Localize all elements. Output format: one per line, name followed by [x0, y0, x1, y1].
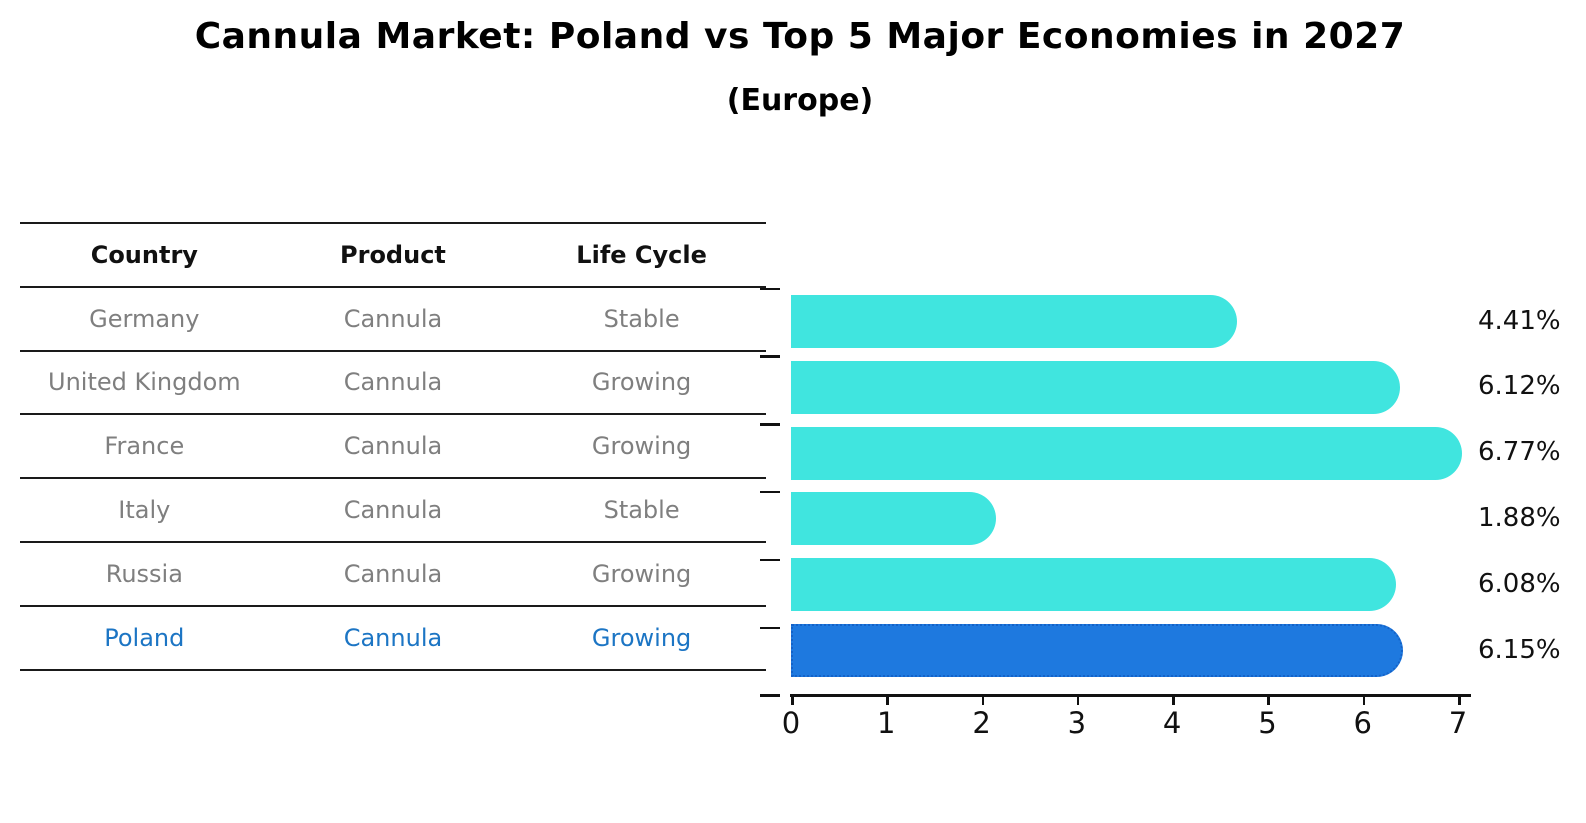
cell-life-cycle: Stable: [603, 304, 680, 333]
y-axis-tick: [760, 694, 780, 697]
value-label-germany: 4.41%: [1478, 305, 1561, 336]
cell-country: Russia: [105, 559, 183, 588]
bar-poland: [791, 624, 1403, 678]
bar-france: [791, 426, 1463, 480]
column-header-product: Product: [340, 240, 446, 269]
value-label-united-kingdom: 6.12%: [1478, 371, 1561, 402]
x-axis-tick-label: 4: [1162, 706, 1182, 740]
y-axis-tick: [760, 355, 780, 358]
y-axis-tick: [760, 490, 780, 494]
x-axis-tick: [1458, 696, 1461, 705]
x-axis-tick: [1267, 696, 1270, 705]
table-header-row: Country Product Life Cycle: [20, 224, 766, 288]
cell-life-cycle: Growing: [591, 368, 692, 397]
cell-country: France: [104, 432, 185, 461]
cell-country: Italy: [118, 496, 171, 525]
x-axis-tick: [981, 696, 985, 705]
cell-country: United Kingdom: [48, 368, 241, 397]
x-axis-tick-label: 7: [1448, 706, 1468, 740]
cell-product: Cannula: [343, 623, 443, 652]
chart-title: Cannula Market: Poland vs Top 5 Major Ec…: [194, 16, 1406, 57]
x-axis-tick-label: 0: [781, 706, 801, 740]
value-label-russia: 6.08%: [1478, 568, 1561, 599]
bar-italy: [791, 492, 997, 546]
cell-product: Cannula: [343, 432, 443, 461]
x-axis-tick: [886, 696, 889, 705]
x-axis-tick-label: 1: [877, 706, 896, 740]
cell-product: Cannula: [343, 304, 443, 333]
cell-life-cycle: Growing: [591, 559, 692, 588]
value-label-france: 6.77%: [1478, 437, 1561, 468]
cell-life-cycle: Growing: [591, 432, 692, 461]
x-axis-line: [790, 694, 1471, 697]
bar-russia: [791, 558, 1397, 612]
value-label-poland: 6.15%: [1478, 634, 1561, 665]
x-axis-tick: [1362, 696, 1366, 705]
table-row-germany: Germany Cannula Stable: [20, 288, 766, 352]
y-axis-tick: [760, 626, 780, 629]
y-axis-tick: [760, 558, 780, 562]
x-axis-tick: [1076, 696, 1080, 705]
cell-product: Cannula: [343, 496, 443, 525]
column-header-country: Country: [90, 240, 198, 269]
chart-subtitle: (Europe): [726, 83, 874, 118]
cell-product: Cannula: [343, 559, 443, 588]
table-row-italy: Italy Cannula Stable: [20, 479, 766, 543]
x-axis-tick-label: 3: [1067, 706, 1087, 740]
bar-united-kingdom: [791, 360, 1401, 414]
bar-germany: [791, 295, 1238, 348]
y-axis-tick: [760, 287, 780, 290]
x-axis-tick: [791, 696, 794, 705]
x-axis-tick: [1172, 696, 1175, 705]
cell-product: Cannula: [343, 368, 443, 397]
value-label-italy: 1.88%: [1478, 502, 1561, 533]
cell-life-cycle: Stable: [603, 496, 680, 525]
cell-country: Poland: [104, 623, 185, 652]
table-row-poland: Poland Cannula Growing: [20, 607, 766, 671]
cell-country: Germany: [89, 304, 200, 333]
table-row-russia: Russia Cannula Growing: [20, 543, 766, 607]
x-axis-tick-label: 6: [1353, 706, 1372, 740]
country-table: Country Product Life Cycle Germany Cannu…: [20, 222, 766, 671]
table-row-united-kingdom: United Kingdom Cannula Growing: [20, 352, 766, 416]
x-axis-tick-label: 5: [1258, 706, 1277, 740]
cell-life-cycle: Growing: [591, 623, 692, 652]
table-row-france: France Cannula Growing: [20, 415, 766, 480]
y-axis-tick: [760, 423, 780, 426]
column-header-life-cycle: Life Cycle: [576, 240, 707, 269]
x-axis-tick-label: 2: [972, 706, 991, 740]
